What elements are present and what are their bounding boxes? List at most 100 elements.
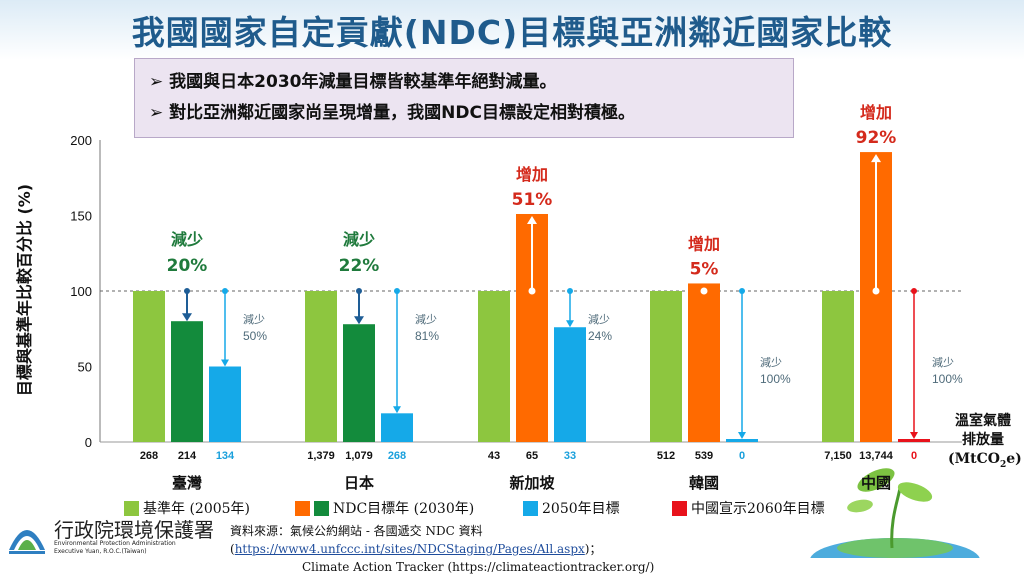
org-name-english-1: Environmental Protection Administration — [54, 540, 176, 547]
units-line-1: 溫室氣體 — [955, 413, 1011, 429]
category-label: 新加坡 — [509, 474, 554, 492]
emission-value: 13,744 — [859, 450, 894, 462]
y-tick-label: 150 — [70, 209, 92, 224]
legend-swatch — [672, 500, 687, 516]
bar-target_2050 — [381, 413, 413, 442]
category-label: 韓國 — [689, 474, 719, 492]
legend-label: 2050年目標 — [542, 501, 620, 517]
legend-2050-target: 2050年目標 — [523, 497, 620, 519]
units-line-2: 排放量 — [962, 432, 1004, 448]
units-label: 溫室氣體 排放量 (MtCO2e) — [948, 412, 1022, 475]
legend-swatch — [314, 500, 329, 516]
emission-value: 268 — [388, 450, 406, 462]
emission-value: 1,379 — [307, 450, 335, 462]
emission-value: 512 — [657, 450, 675, 462]
target-change-label: 減少 — [588, 312, 610, 326]
arrow-start-dot — [700, 287, 708, 295]
ndc-change-value: 5% — [690, 259, 719, 279]
target-change-label: 減少 — [243, 312, 265, 326]
bar-target_2060 — [898, 439, 930, 442]
key-point-1: ➢ 我國與日本2030年減量目標皆較基準年絕對減量。 — [149, 67, 779, 98]
category-label: 日本 — [344, 474, 374, 492]
legend-label: 基準年 (2005年) — [143, 501, 251, 517]
y-tick-label: 100 — [70, 284, 92, 299]
legend-label: NDC目標年 (2030年) — [333, 501, 475, 517]
org-name-english-2: Executive Yuan, R.O.C.(Taiwan) — [54, 548, 147, 555]
epa-logo-icon — [9, 530, 45, 554]
source-link[interactable]: https://www4.unfccc.int/sites/NDCStaging… — [234, 542, 585, 556]
ndc-change-label: 增加 — [516, 165, 548, 184]
bar-ndc_green — [343, 324, 375, 442]
ndc-change-label: 減少 — [171, 230, 203, 249]
ndc-change-label: 增加 — [688, 234, 720, 253]
bar-base — [478, 291, 510, 442]
bullet-arrow-icon: ➢ — [149, 103, 164, 123]
arrow-head — [182, 313, 192, 322]
ndc-change-value: 92% — [856, 128, 897, 148]
arrow-head — [566, 320, 574, 328]
emission-value: 33 — [564, 450, 576, 462]
emission-value: 65 — [526, 450, 538, 462]
page-title: 我國國家自定貢獻(NDC)目標與亞洲鄰近國家比較 — [131, 13, 893, 52]
org-logo-block: 行政院環境保護署 Environmental Protection Admini… — [6, 514, 226, 556]
emission-value: 1,079 — [345, 450, 373, 462]
legend-2060-target: 中國宣示2060年目標 — [672, 497, 825, 519]
key-point-text: 我國與日本2030年減量目標皆較基準年絕對減量。 — [169, 72, 557, 92]
background-decoration — [0, 0, 1024, 558]
source-prefix: 資料來源：氣候公約網站 - 各國遞交 NDC 資料 ( — [230, 524, 483, 556]
target-change-label: 減少 — [932, 355, 954, 369]
y-tick-label: 200 — [70, 133, 92, 148]
bar-base — [305, 291, 337, 442]
arrow-head — [738, 432, 746, 439]
units-line-3: (MtCO2e) — [948, 451, 1022, 470]
source-line-1: 資料來源：氣候公約網站 - 各國遞交 NDC 資料 (https://www4.… — [230, 522, 850, 558]
ndc-change-label: 增加 — [860, 103, 892, 122]
emission-value: 7,150 — [824, 450, 852, 462]
org-name-chinese: 行政院環境保護署 — [54, 518, 214, 542]
arrow-head — [393, 406, 401, 414]
bar-chart: 0 50 100 150 200 268 214 134 臺灣 減少 20% 減少 50% 1,379 1,… — [70, 103, 963, 492]
arrow-head — [354, 316, 364, 325]
bar-base — [822, 291, 854, 442]
bar-base — [133, 291, 165, 442]
legend-label: 中國宣示2060年目標 — [691, 501, 825, 517]
bar-ndc_orange — [688, 283, 720, 442]
bar-target_2050 — [554, 327, 586, 442]
legend-swatch — [124, 500, 139, 516]
category-label: 中國 — [861, 474, 891, 492]
target-change-value: 24% — [588, 329, 612, 343]
key-points-box: ➢ 我國與日本2030年減量目標皆較基準年絕對減量。 ➢ 對比亞洲鄰近國家尚呈現… — [134, 58, 794, 138]
source-suffix: )； — [584, 542, 602, 556]
legend-base-year: 基準年 (2005年) — [124, 497, 250, 519]
target-change-value: 81% — [415, 329, 439, 343]
ndc-change-value: 51% — [512, 190, 553, 210]
legend-ndc-year: NDC目標年 (2030年) — [295, 497, 474, 519]
target-change-value: 100% — [932, 372, 963, 386]
ndc-change-value: 20% — [167, 256, 208, 276]
ndc-change-value: 22% — [339, 256, 380, 276]
bullet-arrow-icon: ➢ — [149, 72, 164, 92]
target-change-value: 100% — [760, 372, 791, 386]
y-tick-label: 0 — [85, 435, 92, 450]
target-change-label: 減少 — [415, 312, 437, 326]
legend-swatch — [295, 500, 310, 516]
emission-value: 0 — [911, 450, 917, 462]
y-tick-label: 50 — [78, 360, 92, 375]
arrow-head — [910, 432, 918, 439]
ndc-change-label: 減少 — [343, 230, 375, 249]
bar-target_2050 — [726, 439, 758, 442]
emission-value: 268 — [140, 450, 158, 462]
bar-target_2050 — [209, 366, 241, 442]
bar-ndc_green — [171, 321, 203, 442]
bar-base — [650, 291, 682, 442]
arrow-head — [871, 154, 881, 163]
target-change-label: 減少 — [760, 355, 782, 369]
category-label: 臺灣 — [172, 474, 202, 492]
target-change-value: 50% — [243, 329, 267, 343]
emission-value: 539 — [695, 450, 713, 462]
key-point-2: ➢ 對比亞洲鄰近國家尚呈現增量，我國NDC目標設定相對積極。 — [149, 98, 779, 129]
emission-value: 0 — [739, 450, 745, 462]
legend-swatch — [523, 500, 538, 516]
key-point-text: 對比亞洲鄰近國家尚呈現增量，我國NDC目標設定相對積極。 — [169, 103, 635, 123]
arrow-head — [221, 359, 229, 367]
